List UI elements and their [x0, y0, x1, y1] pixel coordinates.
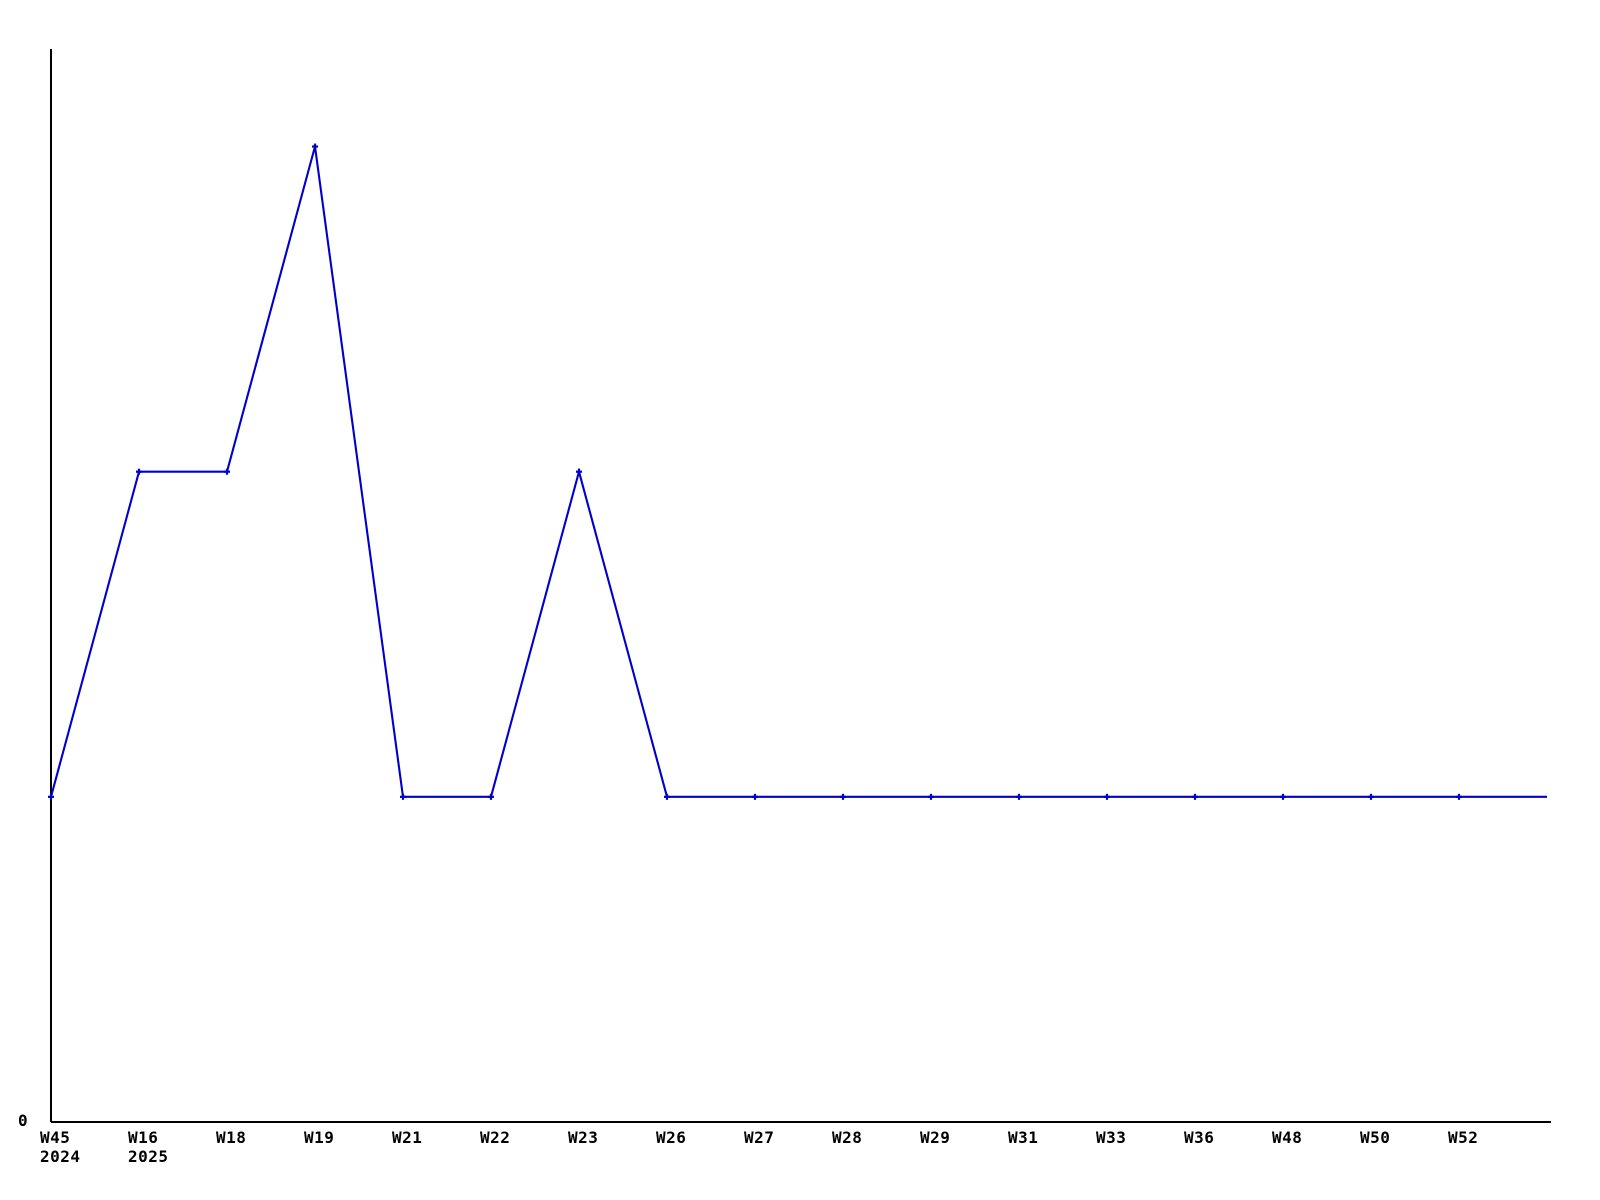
x-tick-week: W50: [1360, 1128, 1391, 1147]
x-tick-week: W28: [832, 1128, 863, 1147]
data-point-marker: [1192, 793, 1198, 800]
data-point-marker: [400, 793, 406, 800]
x-tick-week: W48: [1272, 1128, 1303, 1147]
data-point-marker: [488, 793, 494, 800]
x-axis-tick-label: W21: [392, 1128, 422, 1147]
x-tick-week: W45: [40, 1128, 71, 1147]
x-tick-week: W33: [1096, 1128, 1127, 1147]
y-axis-tick-label-zero: 0: [18, 1111, 28, 1130]
x-tick-week: W16: [128, 1128, 159, 1147]
x-tick-year: 2024: [40, 1147, 81, 1166]
x-axis-tick-label: W26: [656, 1128, 686, 1147]
x-axis-tick-label: W52: [1448, 1128, 1478, 1147]
x-tick-week: W23: [568, 1128, 599, 1147]
x-tick-week: W26: [656, 1128, 687, 1147]
x-axis-tick-label: W48: [1272, 1128, 1302, 1147]
x-axis-tick-label: W31: [1008, 1128, 1038, 1147]
data-point-marker: [576, 468, 582, 475]
x-tick-week: W36: [1184, 1128, 1215, 1147]
x-tick-week: W29: [920, 1128, 951, 1147]
x-tick-week: W18: [216, 1128, 247, 1147]
x-tick-year: 2025: [128, 1147, 169, 1166]
x-tick-week: W21: [392, 1128, 423, 1147]
x-axis-tick-label: W28: [832, 1128, 862, 1147]
x-axis-tick-label: W33: [1096, 1128, 1126, 1147]
axes-group: [49, 49, 1551, 1124]
data-point-marker: [840, 793, 846, 800]
x-axis-tick-label: W23: [568, 1128, 598, 1147]
x-axis-tick-label: W18: [216, 1128, 246, 1147]
x-tick-week: W22: [480, 1128, 511, 1147]
data-point-marker: [928, 793, 934, 800]
series-line: [49, 146, 1547, 798]
x-tick-week: W31: [1008, 1128, 1039, 1147]
marker-layer: [48, 143, 1462, 800]
x-axis-tick-label: W16 2025: [128, 1128, 169, 1166]
data-point-marker: [664, 793, 670, 800]
data-point-marker: [1280, 793, 1286, 800]
x-axis-tick-label: W36: [1184, 1128, 1214, 1147]
data-point-marker: [224, 468, 230, 475]
x-axis-tick-label: W45 2024: [40, 1128, 81, 1166]
x-tick-week: W52: [1448, 1128, 1479, 1147]
data-point-marker: [48, 793, 54, 800]
x-tick-week: W19: [304, 1128, 335, 1147]
x-axis-tick-label: W29: [920, 1128, 950, 1147]
series-layer: [49, 146, 1547, 798]
data-point-marker: [1104, 793, 1110, 800]
x-axis-tick-label: W19: [304, 1128, 334, 1147]
x-axis-tick-label: W22: [480, 1128, 510, 1147]
x-tick-week: W27: [744, 1128, 775, 1147]
x-axis-tick-label: W27: [744, 1128, 774, 1147]
data-point-marker: [136, 468, 142, 475]
data-point-marker: [1456, 793, 1462, 800]
data-point-marker: [1016, 793, 1022, 800]
data-point-marker: [752, 793, 758, 800]
x-axis-tick-label: W50: [1360, 1128, 1390, 1147]
data-point-marker: [312, 143, 318, 150]
data-point-marker: [1368, 793, 1374, 800]
